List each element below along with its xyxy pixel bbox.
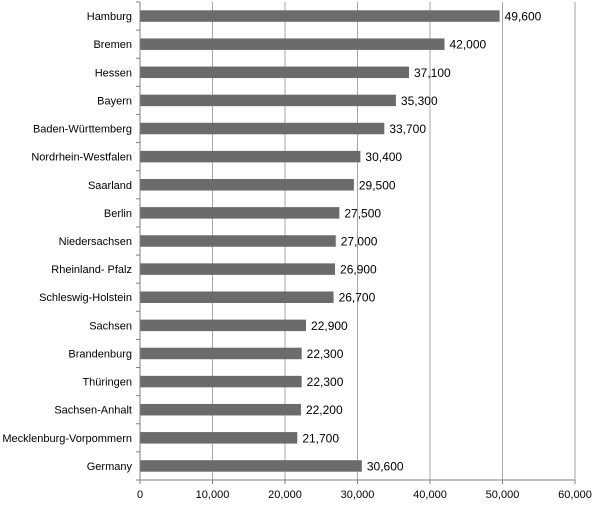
bar (140, 347, 302, 360)
bar (140, 375, 302, 388)
x-tick-label: 40,000 (413, 489, 447, 501)
category-label: Berlin (104, 208, 132, 220)
category-label: Bremen (93, 39, 132, 51)
bar (140, 150, 361, 163)
value-label: 26,900 (340, 263, 377, 277)
value-label: 27,000 (341, 235, 378, 249)
bar (140, 460, 362, 472)
value-label: 30,400 (365, 150, 402, 164)
value-label: 22,900 (311, 319, 348, 333)
value-label: 22,300 (307, 375, 344, 389)
bar (140, 403, 301, 416)
value-label: 26,700 (339, 291, 376, 305)
value-label: 27,500 (344, 206, 381, 220)
bar (140, 207, 340, 219)
category-label: Sachsen-Anhalt (54, 405, 132, 417)
x-tick-label: 30,000 (341, 489, 375, 501)
gridlines (212, 2, 576, 480)
bar (140, 432, 298, 444)
value-label: 49,600 (505, 10, 542, 24)
bar (140, 291, 334, 303)
category-label: Sachsen (89, 320, 132, 332)
category-label: Hessen (95, 67, 132, 79)
value-label: 29,500 (359, 178, 396, 192)
category-label: Baden-Württemberg (33, 124, 132, 136)
category-label: Rheinland- Pfalz (51, 264, 132, 276)
category-label: Mecklenburg-Vorpommern (2, 433, 132, 445)
value-label: 22,200 (306, 403, 343, 417)
bar (140, 94, 396, 107)
labels: Hamburg 49,600 Bremen 42,000 Hessen 37,100 Bay… (2, 10, 541, 474)
value-label: 37,100 (414, 66, 451, 80)
category-label: Germany (87, 461, 133, 473)
value-label: 22,300 (307, 347, 344, 361)
bar (140, 66, 409, 79)
category-label: Saarland (88, 180, 132, 192)
value-label: 33,700 (389, 122, 426, 136)
category-label: Niedersachsen (59, 236, 132, 248)
x-tick-label: 20,000 (268, 489, 302, 501)
category-label: Brandenburg (68, 348, 132, 360)
axes: 0 10,000 20,000 30,000 40,000 50,000 60,000 (136, 1, 592, 501)
value-label: 30,600 (367, 459, 404, 473)
bars (140, 10, 500, 472)
bar (140, 10, 500, 22)
x-tick-label: 60,000 (558, 489, 592, 501)
value-label: 42,000 (450, 38, 487, 52)
category-label: Nordrhein-Westfalen (31, 152, 132, 164)
category-label: Bayern (97, 95, 132, 107)
bar (140, 122, 385, 135)
category-label: Hamburg (87, 11, 132, 23)
x-tick-label: 0 (137, 489, 143, 501)
value-label: 21,700 (302, 431, 339, 445)
x-tick-label: 10,000 (196, 489, 230, 501)
bar (140, 235, 336, 247)
category-label: Schleswig-Holstein (39, 292, 132, 304)
bar (140, 319, 307, 332)
x-tick-label: 50,000 (486, 489, 520, 501)
bar (140, 38, 445, 50)
category-label: Thüringen (82, 377, 132, 389)
bar (140, 179, 354, 191)
value-label: 35,300 (401, 94, 438, 108)
bar (140, 263, 336, 275)
